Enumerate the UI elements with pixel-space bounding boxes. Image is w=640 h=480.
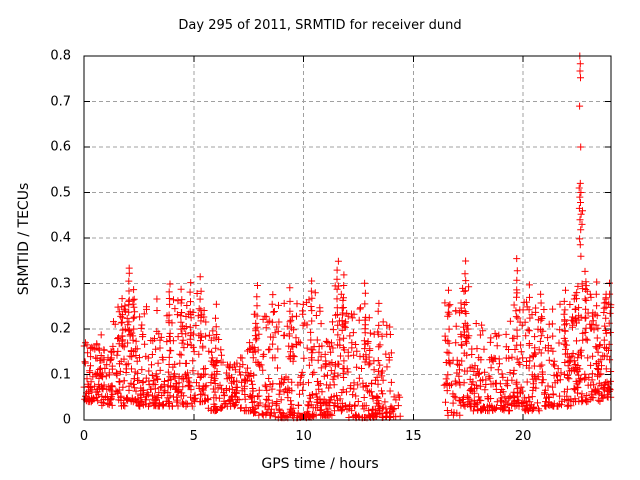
axis-ticks (83, 55, 611, 421)
y-tick-label-0.6: 0.6 (50, 139, 71, 155)
x-tick-label-15: 15 (405, 429, 422, 444)
plot-border (83, 55, 612, 421)
y-tick-label-0.5: 0.5 (50, 185, 71, 200)
y-tick-label-0.3: 0.3 (50, 276, 71, 291)
x-tick-label-5: 5 (189, 429, 198, 444)
chart-title: Day 295 of 2011, SRMTID for receiver dun… (178, 18, 462, 33)
x-tick-label-10: 10 (295, 429, 312, 444)
x-axis-label: GPS time / hours (261, 456, 379, 472)
x-tick-label-20: 20 (514, 429, 532, 444)
scatter-points (80, 52, 615, 422)
y-tick-label-0.8: 0.8 (50, 48, 71, 64)
y-tick-label-0.7: 0.7 (50, 94, 71, 109)
y-tick-label-0: 0 (62, 412, 71, 428)
y-tick-label-0.4: 0.4 (50, 230, 71, 246)
y-tick-label-0.1: 0.1 (50, 367, 71, 382)
y-tick-label-0.2: 0.2 (50, 321, 71, 337)
x-tick-label-0: 0 (79, 429, 89, 444)
grid-lines (85, 57, 610, 419)
